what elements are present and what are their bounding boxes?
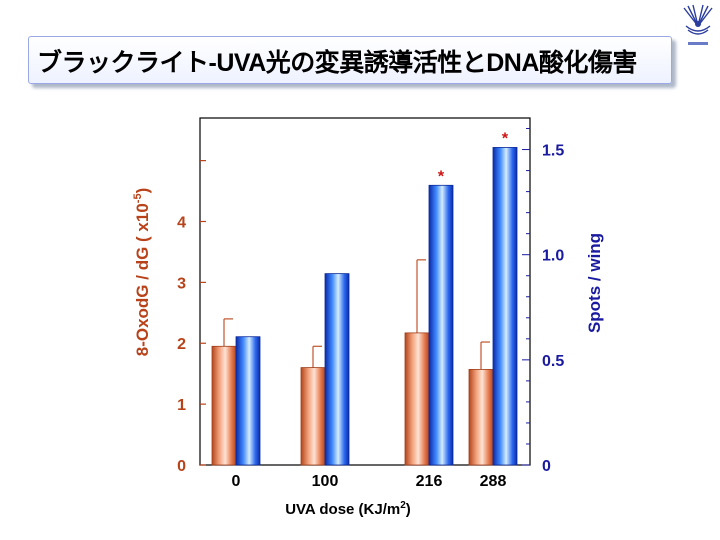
x-axis-ticks: 0 100 216 288 xyxy=(232,473,507,490)
x-axis-label-main: UVA dose (KJ/m xyxy=(285,501,400,518)
university-logo xyxy=(683,4,713,45)
x-axis-label-sup: 2 xyxy=(400,500,406,511)
y-axis-right-label: Spots / wing xyxy=(585,233,604,333)
bar-8oxodg xyxy=(300,367,326,466)
right-tick-label: 1.5 xyxy=(542,143,564,160)
slide-title: ブラックライト-UVA光の変異誘導活性とDNA酸化傷害 xyxy=(37,49,637,77)
x-tick-label: 288 xyxy=(480,473,507,490)
left-tick-label: 1 xyxy=(177,397,186,414)
bar-8oxodg xyxy=(404,332,430,466)
bar-8oxodg xyxy=(211,345,237,466)
x-tick-label: 216 xyxy=(416,473,443,490)
bars: ** xyxy=(211,130,518,466)
x-tick-label: 0 xyxy=(232,473,241,490)
y-axis-left-label-end: ) xyxy=(133,188,152,194)
left-tick-label: 3 xyxy=(177,275,186,292)
bar-spots-wing xyxy=(428,184,454,466)
x-axis-label-end: ) xyxy=(406,501,411,518)
bar-spots-wing xyxy=(324,273,350,466)
right-tick-label: 0 xyxy=(542,458,551,475)
significance-star: * xyxy=(438,168,445,185)
y-axis-left-label-sup: -5 xyxy=(132,193,144,203)
significance-star: * xyxy=(502,130,509,147)
left-tick-label: 2 xyxy=(177,336,186,353)
right-tick-label: 1.0 xyxy=(542,248,564,265)
right-tick-label: 0.5 xyxy=(542,353,564,370)
slide-title-box: ブラックライト-UVA光の変異誘導活性とDNA酸化傷害 xyxy=(28,36,672,84)
left-tick-label: 4 xyxy=(177,214,186,231)
x-tick-label: 100 xyxy=(312,473,339,490)
left-axis-ticks: 0 1 2 3 4 xyxy=(177,160,206,475)
y-axis-left-label: 8-OxodG / dG ( x10-5) xyxy=(132,188,152,357)
bar-spots-wing xyxy=(492,147,518,466)
y-axis-left-label-main: 8-OxodG / dG ( x10 xyxy=(133,203,152,356)
x-axis-label: UVA dose (KJ/m2) xyxy=(285,500,411,518)
left-tick-label: 0 xyxy=(177,458,186,475)
bar-spots-wing xyxy=(235,336,261,466)
plot-frame xyxy=(199,117,531,466)
right-axis-ticks: 0 0.5 1.0 1.5 xyxy=(522,128,564,475)
bar-8oxodg xyxy=(468,369,494,466)
